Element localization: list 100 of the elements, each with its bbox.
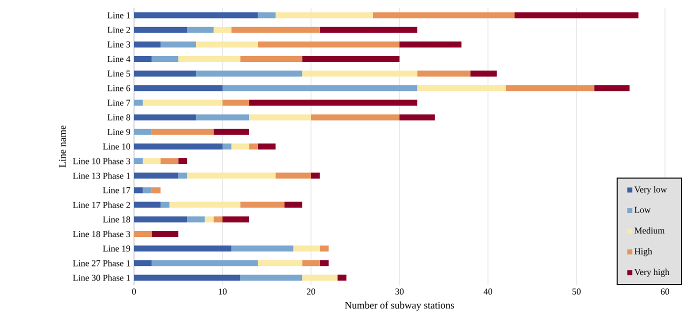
- bar: [152, 128, 214, 135]
- bar: [134, 143, 223, 150]
- x-tick-label: 10: [218, 288, 227, 295]
- y-tick-label: Line 8: [108, 114, 130, 120]
- y-tick-label: Line 4: [108, 56, 130, 62]
- x-tick-label: 60: [660, 288, 670, 295]
- x-tick-label: 30: [395, 288, 404, 295]
- bar: [400, 41, 462, 48]
- bar: [134, 85, 223, 92]
- bar: [214, 216, 223, 222]
- bar: [302, 70, 418, 77]
- bar: [134, 172, 178, 179]
- bar: [134, 128, 152, 135]
- bar: [302, 274, 338, 281]
- bar: [134, 202, 161, 208]
- bar: [417, 85, 506, 92]
- x-tick-label: 50: [572, 288, 581, 295]
- bar: [134, 26, 188, 33]
- bar: [134, 187, 143, 194]
- bar: [134, 70, 196, 77]
- y-tick-label: Line 10: [103, 143, 130, 150]
- bar: [187, 216, 205, 222]
- y-tick-label: Line 5: [108, 70, 130, 77]
- bar: [258, 12, 276, 18]
- bar: [160, 41, 196, 48]
- bar: [142, 158, 161, 164]
- x-tick-label: 0: [132, 288, 136, 295]
- bar: [231, 246, 294, 252]
- y-tick-label: Line 13 Phase 1: [73, 172, 130, 179]
- bar: [152, 187, 161, 194]
- bar: [222, 100, 250, 106]
- bar: [249, 114, 312, 120]
- bar: [400, 114, 435, 120]
- bar: [134, 260, 152, 266]
- bar: [417, 70, 470, 77]
- y-tick-label: Line 3: [108, 41, 130, 48]
- bar: [240, 274, 302, 281]
- legend-label: High: [634, 248, 652, 256]
- bar: [214, 26, 232, 33]
- bar: [249, 143, 258, 150]
- bar: [134, 274, 240, 281]
- bar: [240, 56, 302, 62]
- bar: [222, 85, 418, 92]
- y-tick-label: Line 1: [108, 12, 130, 18]
- bar: [320, 246, 329, 252]
- bar: [134, 158, 143, 164]
- bar: [249, 100, 418, 106]
- x-tick-label: 40: [484, 288, 492, 295]
- bar: [134, 41, 161, 48]
- bar: [470, 70, 497, 77]
- y-tick-label: Line 17 Phase 2: [73, 202, 130, 208]
- bar: [134, 246, 232, 252]
- bar: [372, 12, 515, 18]
- y-tick-label: Line 10 Phase 3: [73, 158, 130, 164]
- bar: [178, 158, 188, 164]
- x-axis-title: Number of subway stations: [344, 301, 454, 311]
- bar: [311, 172, 320, 179]
- bar: [152, 260, 258, 266]
- bar: [276, 12, 373, 18]
- bar: [196, 41, 258, 48]
- y-tick-label: Line 27 Phase 1: [73, 260, 130, 266]
- bar: [152, 230, 178, 237]
- y-tick-label: Line 30 Phase 1: [73, 274, 130, 281]
- bar: [302, 260, 320, 266]
- bar: [258, 41, 400, 48]
- bar: [320, 26, 418, 33]
- bar: [134, 12, 258, 18]
- bar: [311, 114, 400, 120]
- bar: [169, 202, 240, 208]
- bar: [320, 260, 329, 266]
- bar: [187, 26, 214, 33]
- x-tick-label: 20: [306, 288, 316, 295]
- y-tick-label: Line 6: [108, 85, 130, 92]
- legend-label: Very low: [634, 186, 667, 194]
- bar: [594, 85, 630, 92]
- bar: [142, 187, 152, 194]
- bar: [160, 158, 178, 164]
- bar: [338, 274, 346, 281]
- bar: [214, 128, 250, 135]
- bar: [152, 56, 178, 62]
- bar: [196, 70, 302, 77]
- bar: [284, 202, 302, 208]
- bar: [204, 216, 214, 222]
- bar: [240, 202, 284, 208]
- bar: [178, 172, 188, 179]
- bar: [506, 85, 594, 92]
- bar: [134, 114, 196, 120]
- bar: [134, 56, 152, 62]
- y-tick-label: Line 7: [108, 100, 130, 106]
- bar: [160, 202, 170, 208]
- bar: [276, 172, 312, 179]
- bar: [134, 230, 152, 237]
- bar: [258, 260, 302, 266]
- legend-label: Low: [634, 206, 651, 213]
- bar: [142, 100, 223, 106]
- y-tick-label: Line 18 Phase 3: [73, 230, 130, 238]
- bar: [196, 114, 250, 120]
- bar: [134, 100, 143, 106]
- bar: [187, 172, 276, 179]
- bar: [293, 246, 320, 252]
